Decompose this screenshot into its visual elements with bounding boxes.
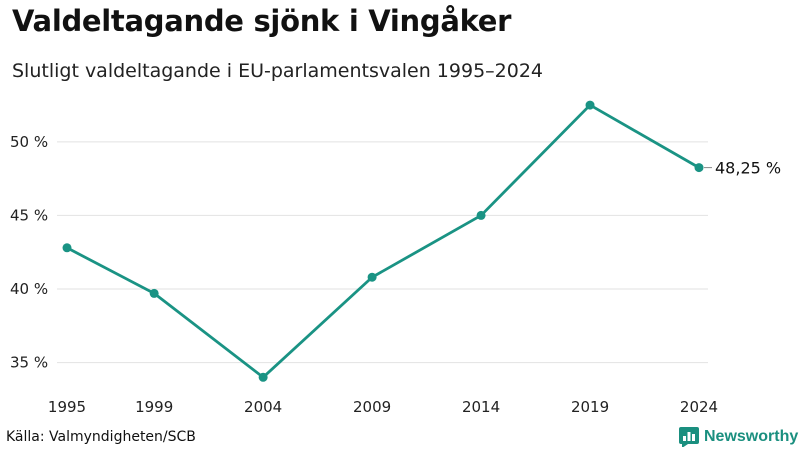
- series-line: [65, 103, 701, 379]
- x-tick-label: 2004: [244, 398, 282, 416]
- x-tick-label: 2019: [571, 398, 609, 416]
- x-tick-label: 1999: [135, 398, 173, 416]
- x-tick-label: 2009: [353, 398, 391, 416]
- y-tick-label: 40 %: [10, 280, 48, 298]
- chart-title: Valdeltagande sjönk i Vingåker: [12, 4, 512, 38]
- chart-subtitle: Slutligt valdeltagande i EU-parlamentsva…: [12, 60, 544, 82]
- y-tick-label: 45 %: [10, 206, 48, 224]
- x-tick-label: 2024: [680, 398, 718, 416]
- data-point-1999[interactable]: [149, 288, 159, 298]
- data-point-2024[interactable]: [694, 163, 704, 173]
- x-tick-label: 1995: [48, 398, 86, 416]
- source-note: Källa: Valmyndigheten/SCB: [6, 429, 196, 445]
- end-value-label: 48,25 %: [715, 159, 781, 178]
- newsworthy-logo[interactable]: Newsworthy: [679, 427, 798, 447]
- x-tick-label: 2014: [462, 398, 500, 416]
- data-point-1995[interactable]: [62, 243, 72, 253]
- y-tick-label: 35 %: [10, 354, 48, 372]
- data-point-2019[interactable]: [585, 100, 595, 110]
- brand-name: Newsworthy: [704, 428, 799, 445]
- data-point-2004[interactable]: [258, 372, 268, 382]
- y-tick-label: 50 %: [10, 133, 48, 151]
- data-point-2009[interactable]: [367, 272, 377, 282]
- newsworthy-icon: [679, 427, 699, 447]
- data-point-2014[interactable]: [476, 210, 486, 220]
